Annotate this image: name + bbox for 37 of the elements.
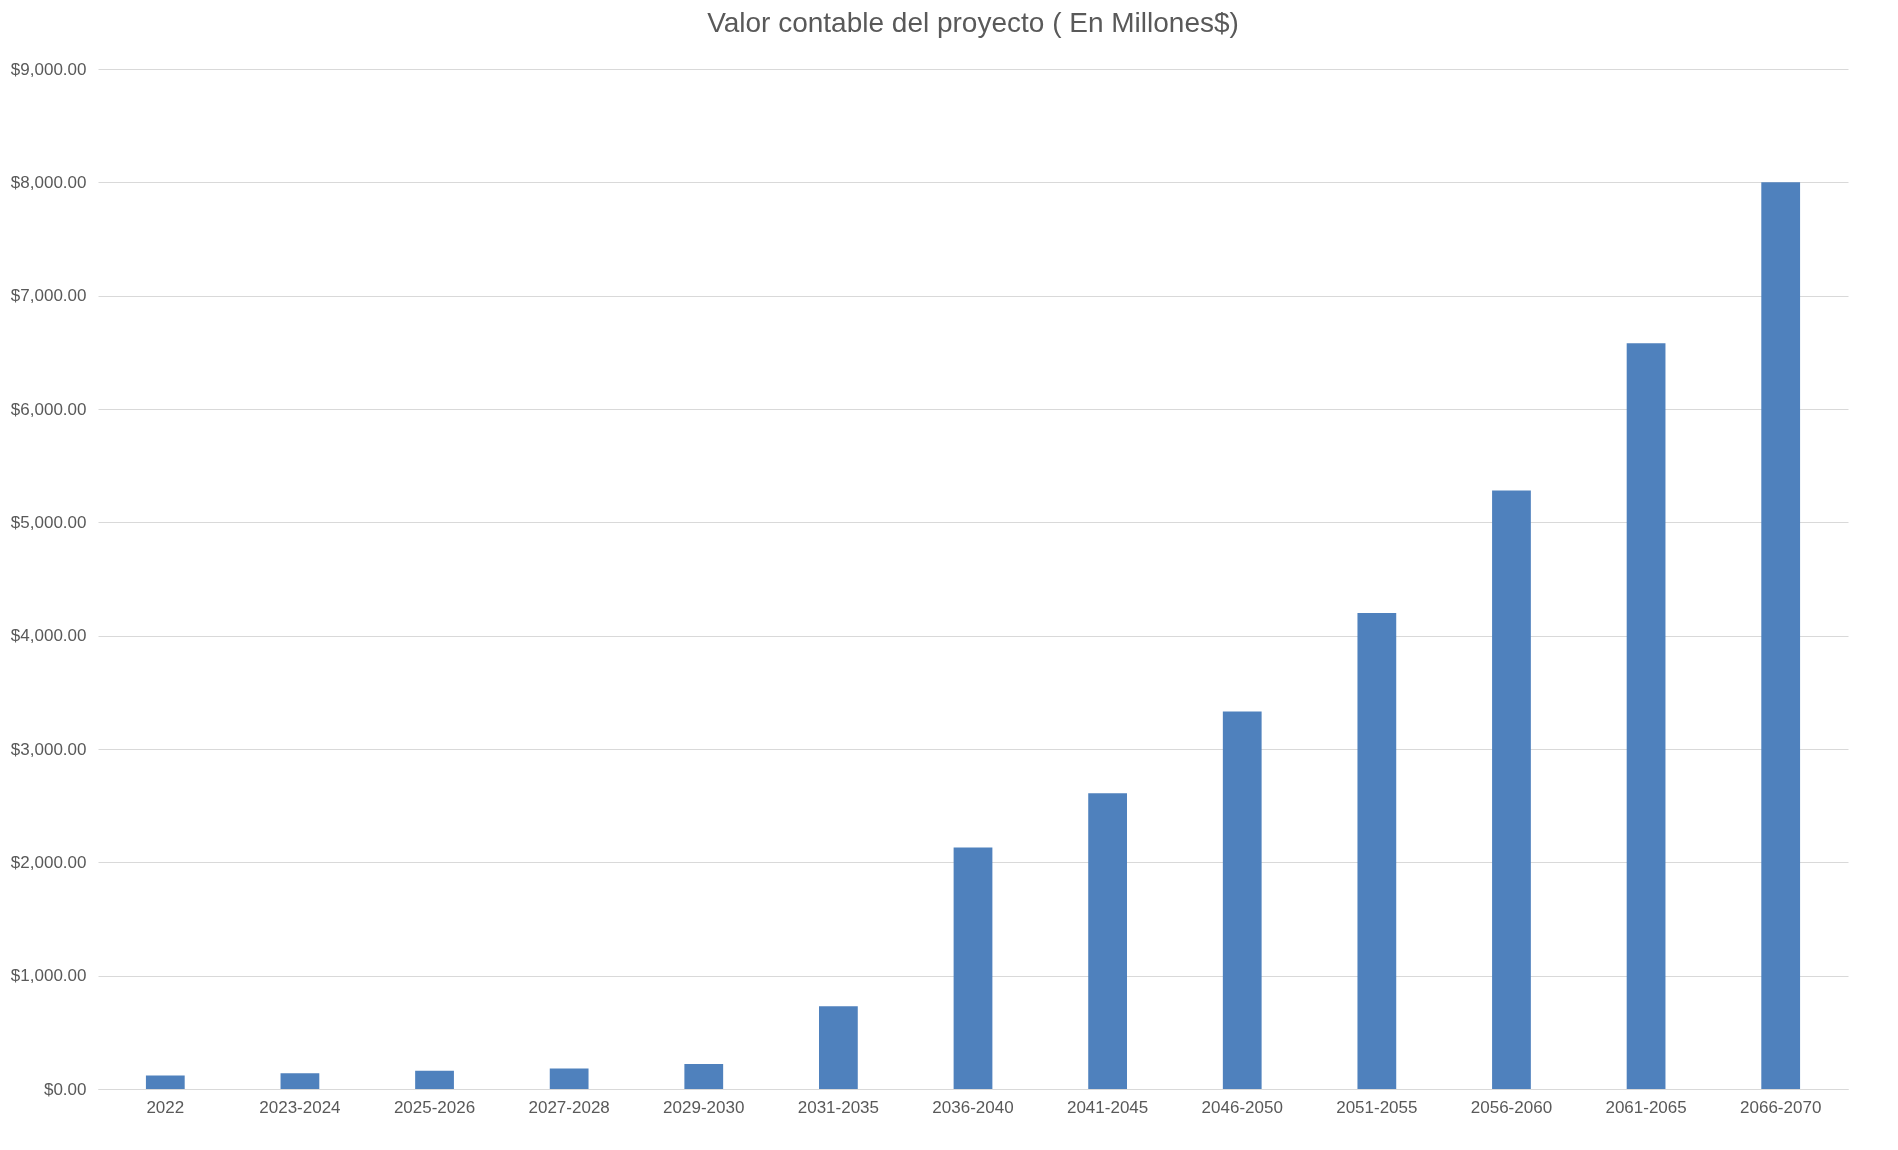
bar [1222, 711, 1262, 1089]
y-tick-label: $6,000.00 [10, 399, 87, 419]
x-tick-label: 2051-2055 [1336, 1097, 1418, 1117]
bar [1492, 490, 1531, 1089]
y-tick-label: $7,000.00 [10, 286, 87, 306]
bar [1357, 613, 1397, 1089]
bar [1626, 343, 1666, 1089]
y-tick-label: $5,000.00 [10, 512, 87, 532]
bar [684, 1064, 724, 1089]
x-tick-label: 2046-2050 [1201, 1097, 1283, 1117]
chart-title: Valor contable del proyecto ( En Millones$) [707, 7, 1239, 38]
x-tick-label: 2023-2024 [259, 1097, 341, 1117]
bar [1761, 182, 1801, 1089]
y-tick-label: $3,000.00 [10, 739, 87, 759]
bar [819, 1006, 858, 1089]
y-tick-label: $9,000.00 [10, 59, 87, 79]
bar [953, 847, 993, 1089]
x-tick-label: 2022 [146, 1097, 185, 1117]
x-tick-label: 2041-2045 [1066, 1097, 1149, 1117]
y-tick-label: $0.00 [43, 1079, 87, 1099]
x-tick-label: 2025-2026 [393, 1097, 476, 1117]
bar [145, 1075, 185, 1089]
y-tick-label: $4,000.00 [10, 626, 87, 646]
y-tick-label: $1,000.00 [10, 966, 87, 986]
bar [549, 1068, 589, 1089]
x-tick-label: 2056-2060 [1470, 1097, 1553, 1117]
bar [1088, 793, 1127, 1089]
x-tick-label: 2061-2065 [1605, 1097, 1687, 1117]
bar [415, 1070, 454, 1089]
x-tick-label: 2036-2040 [932, 1097, 1014, 1117]
bar [280, 1073, 320, 1089]
x-tick-label: 2027-2028 [528, 1097, 610, 1117]
y-tick-label: $8,000.00 [10, 172, 87, 192]
x-tick-label: 2029-2030 [663, 1097, 745, 1117]
x-tick-label: 2031-2035 [797, 1097, 880, 1117]
x-tick-label: 2066-2070 [1740, 1097, 1822, 1117]
y-tick-label: $2,000.00 [10, 852, 87, 872]
